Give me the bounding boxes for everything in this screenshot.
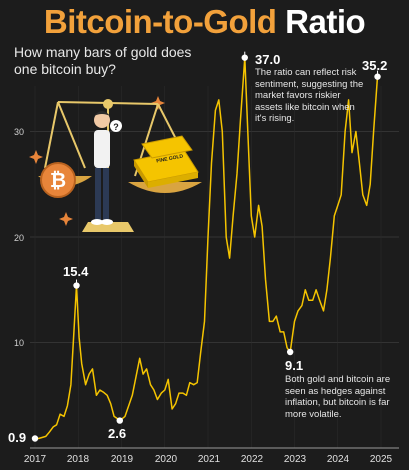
x-tick-label: 2022 [240, 454, 264, 465]
callout-note-low-2022: Both gold and bitcoin are seen as hedges… [285, 374, 391, 420]
gridlines [30, 86, 399, 449]
chart-title: Bitcoin-to-Gold Ratio [0, 2, 409, 42]
x-tick-label: 2019 [110, 454, 134, 465]
sparkle-icon [29, 150, 43, 164]
title-part-2: Ratio [285, 3, 366, 40]
annotation-point [241, 54, 248, 61]
x-tick-label: 2018 [66, 454, 90, 465]
gold-bar-label: FINE GOLD [156, 153, 184, 164]
annotation-markers [31, 51, 381, 442]
thinking-person-icon: ? [91, 111, 122, 225]
svg-text:₿: ₿ [50, 168, 66, 192]
x-tick-label: 2017 [23, 454, 47, 465]
question-mark-icon: ? [113, 122, 119, 132]
scale-pivot [103, 99, 113, 109]
callout-value-start: 0.9 [8, 430, 27, 445]
y-tick-label: 10 [14, 338, 25, 348]
annotation-point [374, 73, 381, 80]
callout-note-peak-2021: The ratio can reflect risk sentiment, su… [255, 67, 364, 124]
sparkle-icon [59, 212, 73, 226]
callout-value-end: 35.2 [362, 58, 388, 73]
x-tick-label: 2021 [197, 454, 221, 465]
chart-subtitle: How many bars of gold does one bitcoin b… [14, 44, 192, 77]
callout-value-low-2022: 9.1 [285, 358, 304, 373]
annotation-point [116, 417, 123, 424]
y-tick-label: 20 [14, 233, 25, 243]
bitcoin-coin-icon: ₿ [40, 162, 76, 198]
x-tick-label: 2024 [326, 454, 350, 465]
x-tick-label: 2025 [369, 454, 393, 465]
annotation-point [286, 348, 294, 356]
x-tick-label: 2020 [154, 454, 178, 465]
annotation-point [73, 282, 80, 289]
ratio-series-line [35, 56, 379, 440]
gold-bar-icon: FINE GOLD [133, 135, 199, 188]
illustration: ₿ FINE GOLD ? [29, 96, 202, 232]
annotation-point [31, 435, 39, 442]
y-tick-label: 30 [14, 127, 25, 137]
callout-value-peak-2017: 15.4 [63, 264, 89, 279]
callout-value-low-2019: 2.6 [108, 426, 127, 441]
callout-value-peak-2021: 37.0 [255, 52, 281, 67]
title-part-1: Bitcoin-to-Gold [43, 3, 277, 40]
x-tick-label: 2023 [283, 454, 307, 465]
